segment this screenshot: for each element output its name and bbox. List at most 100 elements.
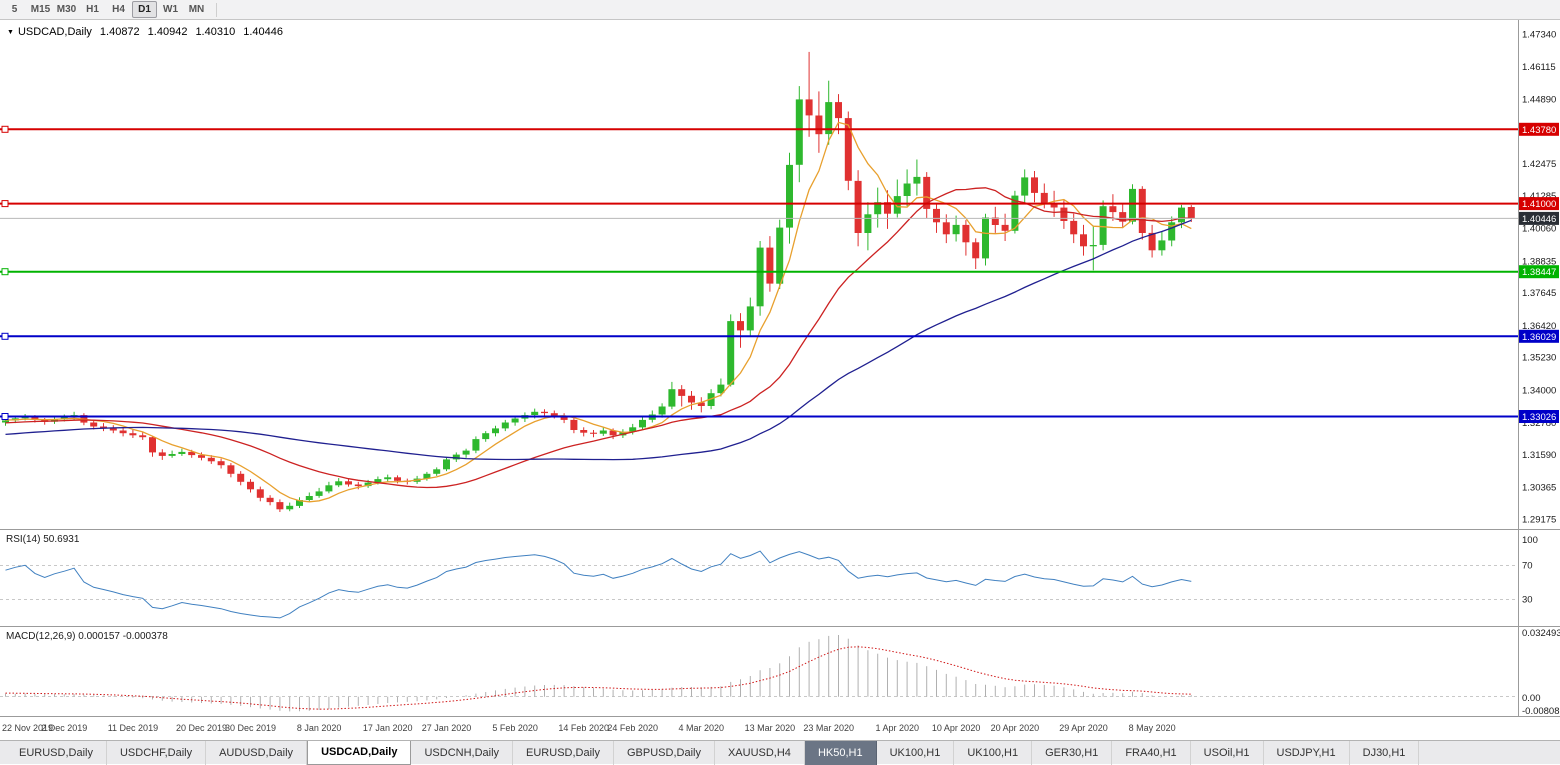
candle-body [972,242,980,259]
candle-body [1119,212,1127,222]
chart-tab-xauusd-h4[interactable]: XAUUSD,H4 [715,740,805,765]
candle-body [305,496,313,500]
chart-tab-ger30-h1[interactable]: GER30,H1 [1032,740,1113,765]
chart-tab-eurusd-daily[interactable]: EURUSD,Daily [6,740,107,765]
price-axis-label: 1.29175 [1522,514,1556,525]
date-axis-label: 4 Mar 2020 [679,723,725,733]
chart-tab-usdcnh-daily[interactable]: USDCNH,Daily [411,740,514,765]
line-drag-handle[interactable] [1,413,9,420]
hline-1.41000-badge-label: 1.41000 [1522,199,1556,210]
price-axis-label: 1.34000 [1522,386,1556,397]
candle-body [658,406,666,415]
rsi-axis-label: 70 [1522,561,1533,572]
candle-body [629,427,637,432]
candle-body [472,439,480,451]
price-axis-label: 1.42475 [1522,159,1556,170]
chart-tab-usdjpy-h1[interactable]: USDJPY,H1 [1264,740,1350,765]
timeframe-button-w1[interactable]: W1 [163,4,178,15]
symbol-name: USDCAD,Daily [17,26,92,38]
candle-body [766,247,774,284]
candle-body [100,426,107,429]
candle-body [2,420,9,423]
date-axis-label: 8 May 2020 [1129,723,1176,733]
candle-body [756,247,764,307]
current-price-badge [1519,211,1559,225]
line-drag-handle[interactable] [1,125,9,133]
candle-body [923,176,931,209]
chart-tab-gbpusd-daily[interactable]: GBPUSD,Daily [614,740,715,765]
toolbar-separator [216,2,217,17]
candle-body [844,118,852,181]
hline-1.43780-badge [1519,122,1559,136]
candle-body [266,497,274,503]
candle-body [188,451,196,456]
date-axis-label: 2 Dec 2019 [41,723,87,733]
chart-tab-uk100-h1[interactable]: UK100,H1 [954,740,1033,765]
candle-body [1070,220,1078,235]
price-axis-label: 1.47340 [1522,29,1556,40]
candle-body [1050,203,1058,208]
candle-body [168,454,176,456]
timeframe-button-h4[interactable]: H4 [112,4,125,15]
chart-tab-hk50-h1[interactable]: HK50,H1 [804,740,877,765]
candle-body [109,428,117,431]
candle-body [217,461,225,466]
macd-axis-label: 0.00 [1522,693,1541,704]
hline-1.36029-badge-label: 1.36029 [1522,332,1556,343]
chevron-down-icon[interactable]: ▼ [7,28,14,36]
candle-body [952,224,960,235]
candle-body [1021,177,1029,196]
candle-body [805,99,813,116]
candle-body [374,479,382,483]
candle-body [795,99,803,165]
candle-body [864,214,872,233]
price-chart-canvas[interactable]: 1.47340 1.46115 1.44890 1.42475 1.41285 1.400… [0,20,1560,740]
candle-body [580,430,588,433]
candle-body [237,473,245,482]
macd-signal-line [5,646,1192,710]
chart-tab-dj30-h1[interactable]: DJ30,H1 [1350,740,1420,765]
date-axis-label: 1 Apr 2020 [876,723,920,733]
timeframe-button-5[interactable]: 5 [11,4,18,15]
candle-body [149,437,156,453]
candle-body [1011,195,1019,231]
candle-body [247,481,254,490]
chart-tab-usoil-h1[interactable]: USOil,H1 [1191,740,1264,765]
date-axis-label: 27 Jan 2020 [422,723,472,733]
timeframe-button-mn[interactable]: MN [188,4,205,15]
candle-body [854,180,862,233]
line-drag-handle[interactable] [1,200,9,208]
line-drag-handle[interactable] [1,268,9,276]
candle-body [697,402,705,406]
rsi-axis-label: 100 [1522,535,1538,546]
chart-tab-usdchf-daily[interactable]: USDCHF,Daily [107,740,207,765]
price-axis-label: 1.32780 [1522,418,1556,429]
timeframe-button-h1[interactable]: H1 [86,4,99,15]
chart-tab-uk100-h1[interactable]: UK100,H1 [877,740,955,765]
chart-tab-eurusd-daily[interactable]: EURUSD,Daily [513,740,614,765]
candle-body [1089,245,1097,247]
candle-body [942,222,950,235]
candle-body [707,393,715,406]
candle-body [874,202,882,215]
candle-body [590,432,597,434]
timeframe-button-m15[interactable]: M15 [30,4,51,15]
candle-body [207,457,215,462]
symbol-ohlc-header: ▼ USDCAD,Daily 1.40872 1.40942 1.40310 1… [7,26,283,38]
chart-tab-audusd-daily[interactable]: AUDUSD,Daily [206,740,308,765]
candle-body [933,208,940,223]
price-axis-label: 1.38835 [1522,256,1556,267]
timeframe-button-m30[interactable]: M30 [56,4,77,15]
candle-body [991,217,999,225]
hline-1.41000-badge [1519,197,1559,211]
line-drag-handle[interactable] [1,332,9,340]
candle-body [1187,207,1195,219]
candle-body [835,102,842,119]
timeframe-button-d1[interactable]: D1 [132,1,157,18]
ma-line-50 [5,219,1192,461]
chart-tab-usdcad-daily[interactable]: USDCAD,Daily [307,740,412,765]
hline-1.38447-badge-label: 1.38447 [1522,267,1556,278]
chart-panel[interactable]: 1.47340 1.46115 1.44890 1.42475 1.41285 1.400… [0,20,1560,740]
candle-body [443,459,450,470]
chart-tab-fra40-h1[interactable]: FRA40,H1 [1112,740,1191,765]
